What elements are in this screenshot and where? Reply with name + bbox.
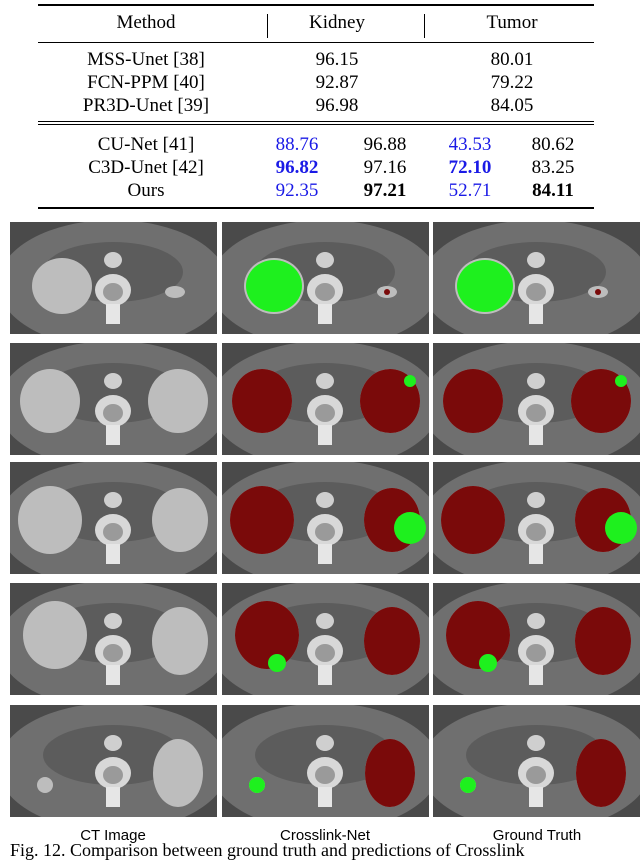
table-cell-method: CU-Net [41] bbox=[97, 134, 195, 155]
figure-caption: Fig. 12. Comparison between ground truth… bbox=[10, 840, 525, 860]
header-rule bbox=[38, 42, 594, 43]
table-cell-kidney-a: 92.35 bbox=[275, 180, 319, 201]
table-cell-tumor-b: 80.62 bbox=[531, 134, 575, 155]
ct-image-panel bbox=[10, 343, 217, 455]
column-label-crosslink-net: Crosslink-Net bbox=[279, 827, 371, 844]
group-rule bbox=[38, 124, 594, 125]
table-cell-tumor: 84.05 bbox=[490, 95, 534, 116]
column-label-ct-image: CT Image bbox=[80, 827, 146, 844]
crosslink-net-panel bbox=[222, 705, 429, 817]
ct-scan-image bbox=[433, 462, 640, 574]
ct-scan-image bbox=[433, 705, 640, 817]
crosslink-net-panel bbox=[222, 343, 429, 455]
table-top-rule bbox=[38, 4, 594, 6]
ct-scan-image bbox=[222, 222, 429, 334]
table-cell-kidney-b: 97.21 bbox=[363, 180, 407, 201]
ct-image-panel bbox=[10, 583, 217, 695]
ct-scan-image bbox=[10, 343, 217, 455]
ct-scan-image bbox=[222, 583, 429, 695]
table-bottom-rule bbox=[38, 207, 594, 209]
table-cell-kidney: 92.87 bbox=[315, 72, 359, 93]
header-method: Method bbox=[116, 12, 176, 33]
table-cell-kidney: 96.98 bbox=[315, 95, 359, 116]
ct-scan-image bbox=[10, 583, 217, 695]
table-cell-kidney: 96.15 bbox=[315, 49, 359, 70]
ct-scan-image bbox=[10, 705, 217, 817]
ct-scan-image bbox=[222, 705, 429, 817]
ground-truth-panel bbox=[433, 705, 640, 817]
crosslink-net-panel bbox=[222, 462, 429, 574]
column-divider bbox=[424, 14, 425, 38]
ct-scan-image bbox=[10, 222, 217, 334]
table-cell-tumor-a: 52.71 bbox=[448, 180, 492, 201]
ct-scan-image bbox=[222, 462, 429, 574]
table-cell-kidney-a: 88.76 bbox=[275, 134, 319, 155]
table-cell-tumor-a: 43.53 bbox=[448, 134, 492, 155]
table-cell-tumor: 80.01 bbox=[490, 49, 534, 70]
table-cell-method: Ours bbox=[127, 180, 165, 201]
ground-truth-panel bbox=[433, 222, 640, 334]
ground-truth-panel bbox=[433, 343, 640, 455]
ct-scan-image bbox=[433, 222, 640, 334]
column-divider bbox=[267, 14, 268, 38]
table-cell-kidney-b: 97.16 bbox=[363, 157, 407, 178]
table-cell-method: C3D-Unet [42] bbox=[88, 157, 204, 178]
ground-truth-panel bbox=[433, 583, 640, 695]
ct-scan-image bbox=[10, 462, 217, 574]
table-cell-tumor: 79.22 bbox=[490, 72, 534, 93]
table-cell-method: PR3D-Unet [39] bbox=[82, 95, 210, 116]
table-cell-method: FCN-PPM [40] bbox=[87, 72, 205, 93]
ct-image-panel bbox=[10, 222, 217, 334]
table-cell-method: MSS-Unet [38] bbox=[87, 49, 205, 70]
table-cell-kidney-b: 96.88 bbox=[363, 134, 407, 155]
header-kidney: Kidney bbox=[309, 12, 365, 33]
ct-scan-image bbox=[222, 343, 429, 455]
column-label-ground-truth: Ground Truth bbox=[492, 827, 582, 844]
crosslink-net-panel bbox=[222, 222, 429, 334]
table-cell-tumor-b: 83.25 bbox=[531, 157, 575, 178]
table-cell-tumor-b: 84.11 bbox=[532, 180, 574, 201]
group-rule bbox=[38, 121, 594, 122]
ct-image-panel bbox=[10, 705, 217, 817]
table-cell-kidney-a: 96.82 bbox=[275, 157, 319, 178]
ct-scan-image bbox=[433, 583, 640, 695]
crosslink-net-panel bbox=[222, 583, 429, 695]
ct-scan-image bbox=[433, 343, 640, 455]
header-tumor: Tumor bbox=[486, 12, 538, 33]
ct-image-panel bbox=[10, 462, 217, 574]
ground-truth-panel bbox=[433, 462, 640, 574]
table-cell-tumor-a: 72.10 bbox=[448, 157, 492, 178]
